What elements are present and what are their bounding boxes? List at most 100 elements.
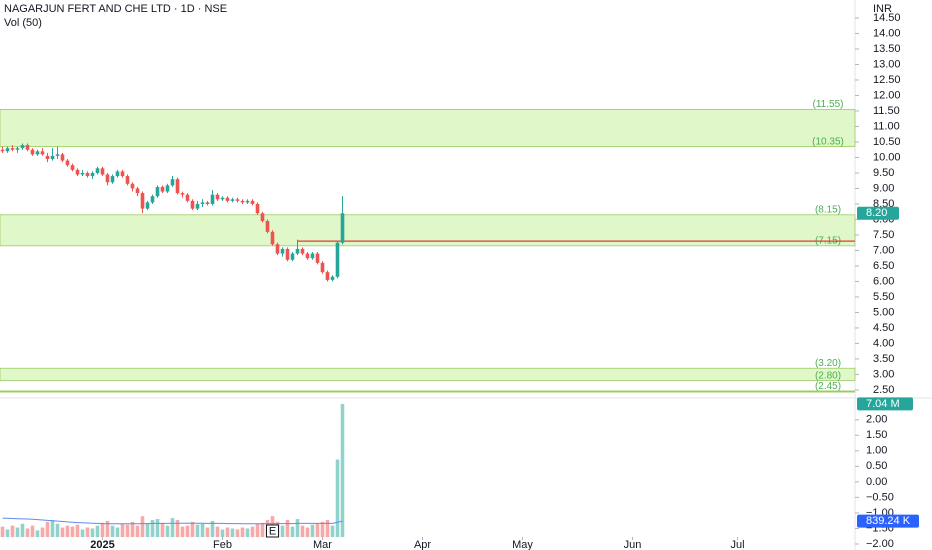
level-label: (8.15) [815,204,841,215]
candle-body [290,253,295,260]
level-label: (11.55) [813,99,844,110]
volume-title: Vol (50) [4,17,42,29]
y2-tick-label: 1.00 [866,445,887,457]
candle-body [70,165,75,170]
candle-body [260,213,265,222]
volume-bar [150,519,155,537]
x-tick-label: Mar [313,539,332,550]
candle-body [330,276,335,280]
candle-body [120,171,125,177]
candle-body [75,169,80,175]
candle-body [270,231,275,245]
volume-ma-line [2,517,343,525]
volume-bar [15,527,20,537]
candle-body [200,202,205,204]
event-marker [266,524,279,538]
y-tick-label: 3.50 [873,353,894,365]
volume-bar [45,521,50,537]
volume-bar [115,527,120,537]
volume-bar [60,527,65,537]
y-tick-label: 6.00 [873,275,894,287]
volume-bar [215,526,220,537]
last-volume-badge [857,397,913,411]
volume-bar [155,519,160,537]
candle-body [165,185,170,192]
volume-bar [310,524,315,537]
volume-bar [315,523,320,537]
candle-body [195,203,200,209]
candle-body [150,196,155,203]
volume-bar [40,527,45,537]
volume-bar [290,526,295,537]
volume-bar [305,527,310,537]
volume-bar [95,525,100,537]
candle-body [340,213,345,243]
currency: INR [873,3,892,15]
volume-bar [340,403,345,537]
candle-body [55,154,60,156]
y-tick-label: 7.00 [873,244,894,256]
volume-bar [70,526,75,537]
volume-bar [240,527,245,537]
y2-tick-label: −0.50 [866,491,894,503]
candle-body [45,155,50,160]
y-tick-label: 11.00 [873,120,900,132]
event-label: E [269,525,276,537]
candle-body [145,202,150,209]
volume-bar [320,521,325,537]
candle-body [15,148,20,150]
volume-bar [160,522,165,537]
candle-body [160,186,165,192]
volume-bar [90,528,95,537]
level-label: (10.35) [812,136,844,147]
candle-body [320,262,325,273]
candle-body [35,151,40,155]
zone [0,367,856,382]
level-label: (2.80) [815,370,841,381]
volume-bar [230,528,235,537]
volume-bar [165,525,170,537]
volume-bar [135,525,140,537]
candle-body [315,253,320,263]
candle-body [30,149,35,155]
y-tick-label: 12.50 [873,74,901,86]
candle-body [110,176,115,183]
volume-bar [295,519,300,537]
volume-bar [75,524,80,537]
y-tick-label: 7.50 [873,229,894,241]
volume-bar [245,528,250,537]
y-tick-label: 5.50 [873,291,894,303]
volume-bar [205,527,210,537]
y-tick-label: 10.00 [873,151,901,163]
candle-body [285,248,290,260]
candle-body [300,248,305,254]
y-tick-label: 10.50 [873,136,901,148]
candle-body [265,221,270,232]
y-tick-label: 13.00 [873,58,901,70]
volume-bar [80,529,85,537]
volume-bar [185,525,190,537]
candle-body [20,145,25,149]
candle-body [0,149,5,152]
y2-tick-label: 0.50 [866,460,887,472]
y2-tick-label: 1.50 [866,429,887,441]
candle-body [210,194,215,204]
candle-body [180,193,185,195]
candle-body [310,253,315,259]
volume-bar [280,525,285,537]
candle-body [325,272,330,280]
candle-body [10,148,15,150]
candle-body [65,160,70,166]
candle-body [205,202,210,204]
volume-bar [225,527,230,537]
candle-body [80,172,85,175]
candle-body [95,168,100,173]
candle-body [255,203,260,214]
y-tick-label: 9.00 [873,182,894,194]
volume-bar [235,529,240,537]
candle-body [50,155,55,160]
volume-bar [140,516,145,537]
y-tick-label: 13.50 [873,43,901,55]
volume-bar [180,526,185,537]
